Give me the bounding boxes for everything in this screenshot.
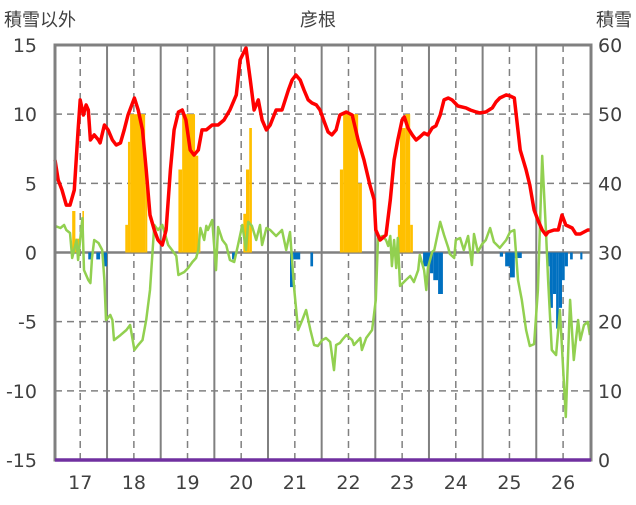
lines — [53, 46, 592, 419]
orange-bar — [145, 169, 148, 253]
bars — [72, 114, 583, 329]
orange-bar — [246, 169, 250, 253]
right-tick-label: 0 — [598, 450, 610, 472]
blue-bar — [430, 252, 434, 274]
green-series-line — [54, 154, 592, 419]
blue-bar — [433, 252, 439, 281]
blue-bar — [562, 252, 565, 281]
orange-bar — [72, 211, 76, 253]
orange-bar — [125, 224, 128, 253]
left-tick-label: -5 — [18, 312, 37, 334]
blue-bar — [103, 252, 108, 267]
left-tick-label: -15 — [6, 450, 37, 472]
orange-bar — [343, 114, 359, 253]
left-tick-label: 15 — [13, 35, 37, 57]
orange-bar — [410, 224, 413, 253]
orange-bar — [195, 155, 199, 253]
orange-bar — [182, 114, 196, 253]
left-axis-label: 積雪以外 — [4, 10, 76, 31]
x-tick-label: 25 — [497, 472, 521, 494]
blue-bar — [232, 252, 236, 260]
blue-bar — [293, 252, 301, 260]
orange-bar — [399, 128, 406, 253]
frame — [53, 43, 593, 462]
blue-bar — [556, 252, 559, 329]
left-tick-label: 5 — [25, 173, 37, 195]
blue-bar — [423, 252, 431, 267]
x-tick-label: 18 — [122, 472, 146, 494]
right-tick-label: 60 — [598, 35, 622, 57]
blue-bar — [88, 252, 93, 260]
red-series-line — [53, 46, 590, 247]
blue-bar — [570, 252, 573, 260]
blue-bar — [310, 252, 314, 267]
blue-bar — [549, 252, 553, 308]
orange-bar — [339, 169, 344, 253]
left-tick-label: 0 — [25, 243, 37, 265]
blue-bar — [438, 252, 443, 294]
right-tick-label: 20 — [598, 312, 622, 334]
blue-bar — [552, 252, 557, 294]
x-tick-label: 23 — [390, 472, 414, 494]
chart-title: 彦根 — [300, 10, 336, 31]
blue-bar — [499, 252, 504, 257]
x-tick-label: 17 — [68, 472, 92, 494]
right-tick-label: 30 — [598, 243, 622, 265]
blue-bar — [580, 252, 583, 260]
right-tick-label: 40 — [598, 173, 622, 195]
blue-bar — [509, 252, 515, 278]
orange-bar — [249, 128, 252, 253]
orange-bar — [178, 169, 183, 253]
left-tick-label: -10 — [6, 381, 37, 403]
x-tick-label: 21 — [283, 472, 307, 494]
orange-bar — [358, 183, 362, 253]
blue-bar — [505, 252, 510, 267]
right-axis-label: 積雪 — [596, 10, 632, 31]
right-tick-label: 10 — [598, 381, 622, 403]
x-tick-label: 22 — [336, 472, 360, 494]
blue-bar — [96, 252, 101, 260]
orange-bar — [127, 141, 131, 253]
left-tick-label: 10 — [13, 104, 37, 126]
x-tick-label: 24 — [444, 472, 468, 494]
orange-bar — [130, 114, 146, 253]
right-tick-label: 50 — [598, 104, 622, 126]
orange-bar — [405, 114, 411, 253]
x-tick-label: 26 — [551, 472, 575, 494]
x-tick-label: 19 — [175, 472, 199, 494]
blue-bar — [564, 252, 568, 267]
x-tick-label: 20 — [229, 472, 253, 494]
blue-bar — [514, 252, 522, 259]
blue-bar — [558, 252, 563, 308]
